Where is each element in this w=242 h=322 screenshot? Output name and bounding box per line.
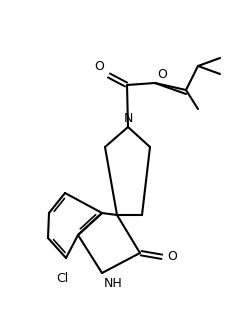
Text: Cl: Cl [56,272,68,285]
Text: NH: NH [104,277,123,290]
Text: O: O [94,60,104,73]
Text: O: O [157,68,167,81]
Text: O: O [167,251,177,263]
Text: N: N [123,112,133,125]
